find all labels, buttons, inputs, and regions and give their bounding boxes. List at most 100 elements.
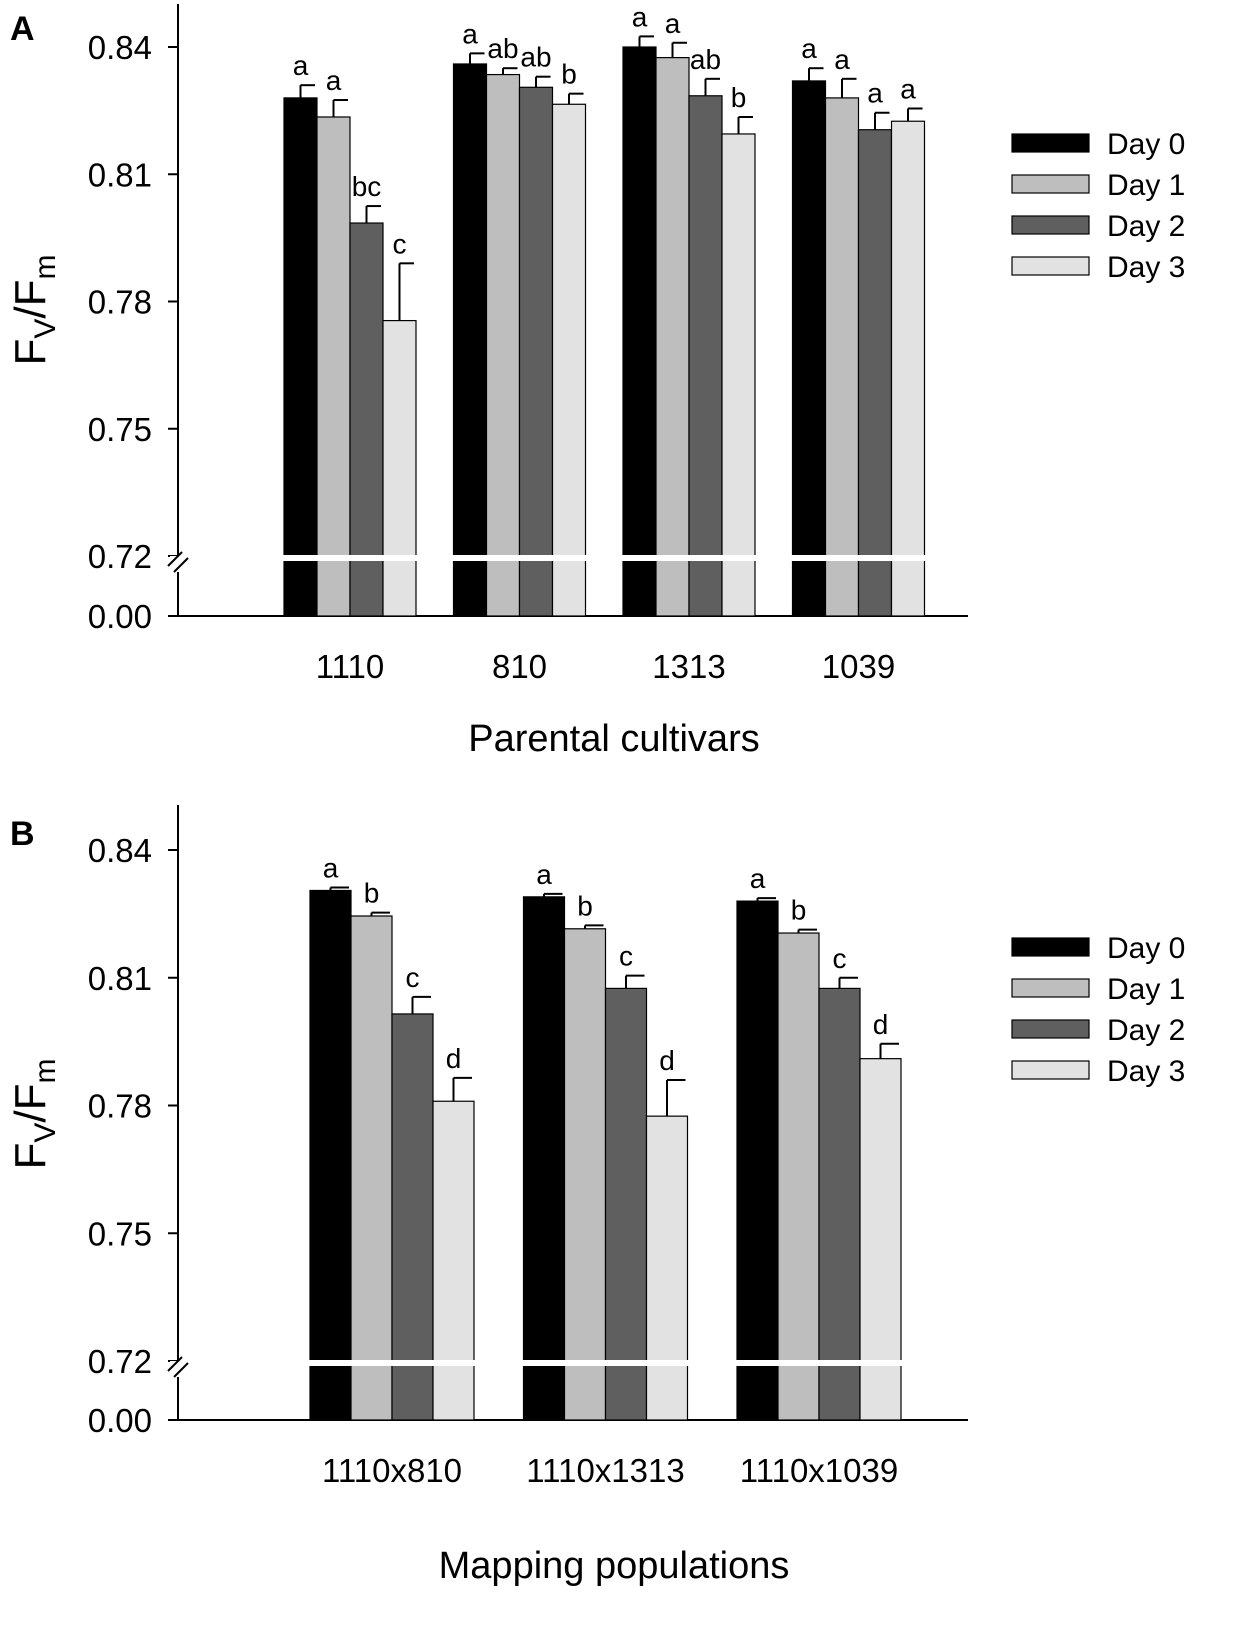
significance-letter: a [323,852,339,883]
bar [309,889,352,1421]
significance-letter: ab [487,33,518,64]
bar [645,1115,689,1421]
category-label: 1110 [316,648,385,685]
y-axis-title-part: F [6,1143,55,1170]
bar [655,57,690,617]
bar [283,97,318,617]
significance-letter: b [791,895,807,926]
y-axis-title-part: V [29,1123,62,1143]
bar [452,63,488,617]
significance-letter: c [833,943,847,974]
significance-letter: c [406,962,420,993]
significance-letter: c [393,228,407,259]
bar [622,46,657,617]
y-tick-label: 0.72 [88,1343,152,1380]
legend-label: Day 0 [1107,932,1185,965]
x-axis-title: Mapping populations [439,1545,790,1587]
significance-letter: bc [352,171,382,202]
axis-break-mark [173,1362,189,1378]
y-tick-label: 0.78 [88,284,152,321]
y-axis-title: FV/Fm [6,1058,62,1169]
significance-letter: ab [690,44,721,75]
y-tick-label: 0.00 [88,1402,152,1439]
category-label: 1110x1313 [526,1452,684,1489]
significance-letter: b [577,890,593,921]
legend-swatch [1011,978,1090,998]
y-axis-title-part: V [29,319,62,339]
chart-panel-B: B0.000.720.750.780.810.84FV/Fmabcd1110x8… [6,805,1185,1587]
x-axis-title: Parental cultivars [468,718,759,760]
significance-letter: a [834,44,850,75]
significance-letter: a [632,1,648,32]
y-tick-label: 0.84 [88,832,152,869]
y-tick-label: 0.75 [88,411,152,448]
bar [736,900,779,1421]
significance-letter: b [561,59,577,90]
bar [791,80,827,617]
bar [859,1058,902,1421]
y-axis-title-part: /F [6,1083,55,1122]
bar [522,896,566,1421]
y-axis-title-part: m [29,254,62,279]
significance-letter: a [900,74,916,105]
bar-break-band [283,555,417,561]
significance-letter: a [750,863,766,894]
category-label: 1110x810 [322,1452,462,1489]
legend-swatch [1011,1019,1090,1039]
bar-break-band [622,555,756,561]
significance-letter: a [665,8,681,39]
bar-break-band [522,1360,689,1366]
y-axis-title-part: /F [6,279,55,318]
bar [316,116,351,617]
legend-swatch [1011,256,1090,276]
y-tick-label: 0.72 [88,538,152,575]
panel-label: A [10,10,35,48]
bar [551,103,587,617]
bar-break-band [736,1360,902,1366]
bar [604,987,648,1421]
significance-letter: a [293,50,309,81]
legend-swatch [1011,133,1090,153]
y-tick-label: 0.75 [88,1215,152,1252]
bar [857,129,893,617]
category-label: 1039 [822,648,895,685]
bar [432,1100,475,1421]
legend-label: Day 2 [1107,210,1185,243]
bar [777,932,820,1421]
significance-letter: a [536,859,552,890]
legend-label: Day 3 [1107,251,1185,284]
bar [485,73,521,617]
y-axis-title-part: F [6,339,55,366]
legend-swatch [1011,174,1090,194]
significance-letter: a [462,18,478,49]
bar [890,120,926,617]
y-tick-label: 0.81 [88,960,152,997]
axis-break-gap [170,1361,186,1377]
significance-letter: a [326,65,342,96]
axis-break-mark [167,551,183,567]
significance-letter: d [446,1043,462,1074]
significance-letter: a [867,78,883,109]
legend-swatch [1011,215,1090,235]
significance-letter: ab [520,42,551,73]
legend-swatch [1011,1060,1090,1080]
bar [824,97,860,617]
significance-letter: c [619,941,633,972]
bar [382,319,417,617]
bar [688,95,723,617]
bar [563,928,607,1421]
category-label: 1110x1039 [740,1452,898,1489]
panel-label: B [10,815,35,853]
legend-label: Day 3 [1107,1055,1185,1088]
significance-letter: b [731,82,747,113]
axis-break-mark [167,1356,183,1372]
bar [721,133,756,617]
legend-label: Day 1 [1107,169,1185,202]
bar [818,987,861,1421]
y-tick-label: 0.81 [88,156,152,193]
bar [518,86,554,617]
y-tick-label: 0.84 [88,29,152,66]
category-label: 810 [492,648,547,685]
